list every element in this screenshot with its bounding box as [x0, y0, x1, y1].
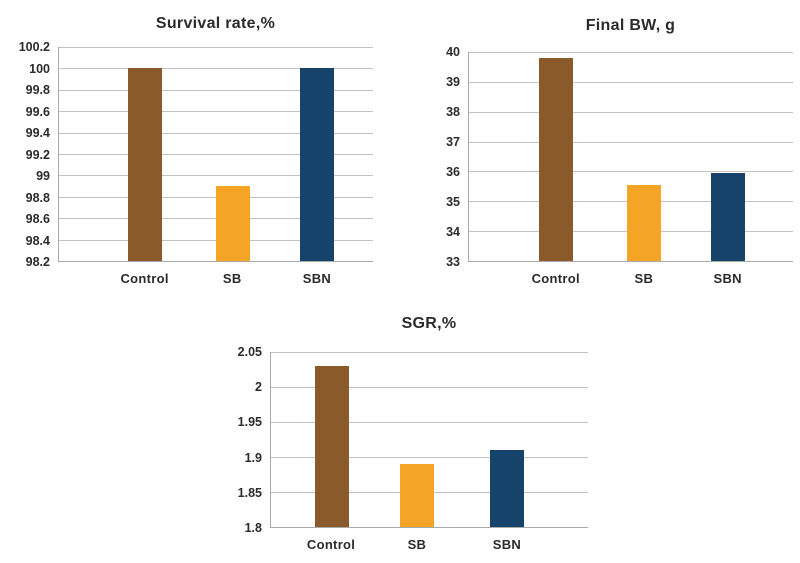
gridline	[271, 387, 588, 388]
gridline	[59, 89, 373, 91]
x-axis: Control SB SBN	[58, 262, 373, 290]
y-tick-label: 34	[446, 225, 460, 240]
y-tick-label: 39	[446, 75, 460, 89]
gridline	[271, 457, 588, 458]
gridline	[469, 171, 793, 173]
y-tick-label: 2	[255, 380, 262, 395]
y-tick-label: 98.2	[25, 255, 50, 269]
y-tick-label: 98.4	[25, 233, 50, 248]
bar-sb	[627, 184, 662, 261]
gridline	[469, 81, 793, 83]
y-tick-label: 36	[446, 165, 460, 179]
y-tick-label: 98.8	[25, 190, 50, 205]
plot-area	[270, 352, 588, 528]
y-axis: 98.2 98.4 98.6 98.8 99 99.2 99.4 99.6 99.8 100 100…	[6, 40, 58, 269]
x-axis: Control SB SBN	[468, 262, 793, 290]
x-category-label-sb: SB	[222, 271, 242, 286]
gridline	[59, 154, 373, 155]
y-axis: 33 34 35 36 37 38 39 40	[416, 45, 468, 269]
y-tick-label: 38	[446, 105, 460, 119]
survival-rate-chart: Survival rate,% 98.2 98.4 98.6 98.8 99 99.2 99…	[6, 0, 373, 290]
y-tick-label: 100.2	[18, 40, 50, 54]
y-tick-label: 40	[446, 45, 460, 59]
gridline	[271, 352, 588, 353]
chart-title-sgr: SGR,%	[401, 314, 457, 332]
gridline	[469, 111, 793, 113]
x-category-label-sb: SB	[634, 271, 654, 286]
chart-title-final-bw: Final BW, g	[585, 17, 676, 34]
bar-control	[128, 68, 163, 261]
gridline	[469, 52, 793, 53]
gridline	[59, 47, 373, 48]
y-tick-label: 99	[36, 169, 50, 183]
x-category-label-control: Control	[120, 271, 169, 286]
plot-area	[58, 47, 373, 262]
gridline	[59, 68, 373, 70]
x-category-label-sbn: SBN	[302, 271, 332, 286]
y-tick-label: 1.9	[244, 450, 262, 465]
gridline	[271, 422, 588, 423]
y-tick-label: 2.05	[237, 345, 262, 359]
bar-sbn	[300, 68, 335, 261]
y-tick-label: 37	[446, 135, 460, 150]
bar-sbn	[490, 450, 525, 527]
y-tick-label: 1.85	[237, 485, 262, 500]
y-tick-label: 100	[29, 61, 50, 76]
bar-control	[539, 57, 574, 261]
bar-sb	[400, 464, 435, 527]
y-tick-label: 98.6	[25, 212, 50, 226]
y-tick-label: 33	[446, 255, 460, 269]
y-tick-label: 1.8	[244, 521, 262, 535]
y-tick-label: 99.4	[25, 126, 50, 140]
x-category-label-sb: SB	[407, 537, 427, 552]
y-tick-label: 99.2	[25, 147, 50, 162]
x-category-label-sbn: SBN	[492, 537, 522, 552]
gridline	[59, 175, 373, 177]
y-tick-label: 99.6	[25, 104, 50, 119]
gridline	[59, 111, 373, 113]
y-tick-label: 35	[446, 195, 460, 210]
y-tick-label: 1.95	[237, 415, 262, 430]
y-axis: 1.8 1.85 1.9 1.95 2 2.05	[218, 345, 270, 535]
y-tick-label: 99.8	[25, 83, 50, 97]
chart-title-survival-rate: Survival rate,%	[155, 14, 276, 32]
bar-sb	[215, 186, 250, 261]
bar-sbn	[710, 172, 745, 261]
plot-area	[468, 52, 793, 262]
gridline	[469, 141, 793, 143]
x-category-label-control: Control	[306, 537, 356, 552]
x-category-label-sbn: SBN	[713, 271, 742, 286]
gridline	[59, 132, 373, 134]
sgr-chart: SGR,% 1.8 1.85 1.9 1.95 2 2.05 Control SB SBN	[218, 295, 588, 556]
x-axis: Control SB SBN	[270, 528, 588, 556]
bar-control	[314, 366, 349, 527]
final-bw-chart: Final BW, g 33 34 35 36 37 38 39 40 Control SB SB…	[416, 0, 793, 290]
x-category-label-control: Control	[531, 271, 580, 286]
